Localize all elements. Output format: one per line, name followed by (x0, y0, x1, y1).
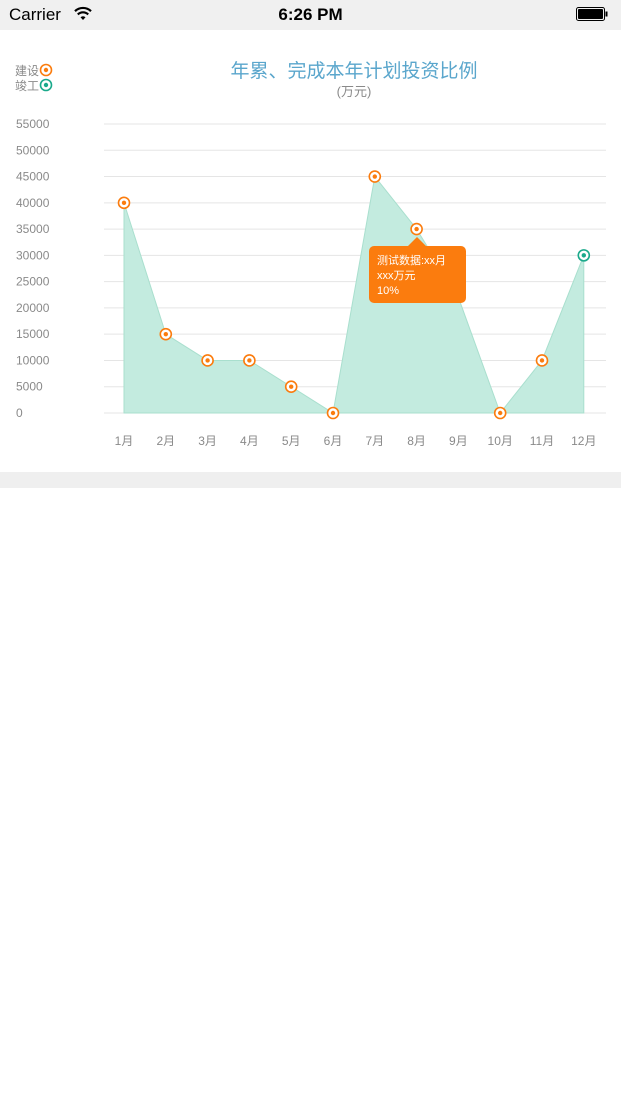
x-tick-label: 9月 (449, 434, 468, 448)
y-tick-label: 30000 (16, 248, 50, 262)
carrier-label: Carrier (9, 5, 61, 24)
data-point-marker (284, 380, 298, 394)
chart-title: 年累、完成本年计划投资比例 (230, 60, 477, 82)
x-tick-label: 2月 (156, 434, 175, 448)
marker-dot (289, 384, 294, 389)
marker-dot (121, 200, 127, 206)
marker-dot (498, 410, 503, 416)
tooltip-box (369, 246, 466, 303)
x-tick-label: 1月 (115, 434, 134, 448)
x-tick-label: 12月 (571, 434, 596, 448)
data-point-marker (410, 222, 423, 236)
tooltip-line-1: 测试数据:xx月 (377, 253, 446, 267)
status-time: 6:26 PM (278, 5, 343, 24)
wifi-icon (74, 6, 92, 20)
x-tick-label: 3月 (198, 434, 217, 448)
y-tick-label: 20000 (16, 301, 50, 315)
y-tick-label: 35000 (16, 222, 50, 236)
tooltip-line-3: 10% (377, 285, 399, 297)
data-point-marker (493, 406, 507, 420)
data-markers (117, 170, 591, 420)
x-tick-label: 4月 (240, 434, 259, 448)
legend-build-marker-icon (39, 63, 53, 77)
y-tick-label: 55000 (16, 117, 50, 131)
y-tick-label: 50000 (16, 143, 50, 157)
data-point-marker (535, 354, 549, 367)
marker-dot (205, 358, 210, 363)
legend-label-complete: 竣工 (15, 78, 39, 93)
section-separator (0, 472, 621, 488)
content-area (0, 488, 621, 1104)
data-point-marker (201, 354, 214, 367)
x-tick-label: 10月 (488, 434, 513, 448)
x-tick-label: 6月 (324, 434, 343, 448)
marker-dot (539, 358, 545, 363)
data-point-marker (577, 249, 591, 262)
marker-dot (372, 174, 377, 179)
data-point-marker (117, 196, 131, 210)
x-axis-ticks: 1月 2月 3月 4月 5月 6月 7月 8月 9月 10月 11月 12月 (115, 434, 597, 448)
y-tick-label: 15000 (16, 327, 50, 341)
data-point-marker (326, 406, 340, 420)
investment-area-chart: 年累、完成本年计划投资比例 (万元) 建设 竣工 0 5000 10000 15000… (15, 60, 606, 448)
data-point-marker (368, 170, 382, 183)
tooltip-line-2: xxx万元 (377, 270, 416, 282)
x-tick-label: 11月 (530, 434, 554, 448)
legend: 建设 竣工 (15, 63, 53, 93)
y-tick-label: 40000 (16, 196, 50, 210)
legend-label-build: 建设 (15, 64, 39, 78)
status-bar: Carrier 6:26 PM (0, 0, 621, 30)
chart-subtitle: (万元) (337, 84, 372, 99)
marker-dot (247, 358, 252, 363)
marker-dot (330, 410, 336, 416)
x-tick-label: 8月 (407, 434, 426, 448)
battery-icon (576, 7, 608, 21)
area-series (123, 175, 585, 415)
legend-complete-marker-icon (39, 78, 53, 92)
y-tick-label: 10000 (16, 353, 50, 367)
data-point-marker (243, 354, 256, 367)
x-tick-label: 7月 (365, 434, 384, 448)
data-point-marker (159, 327, 173, 341)
x-tick-label: 5月 (282, 434, 301, 448)
area-fill (123, 175, 585, 415)
chart-card: 年累、完成本年计划投资比例 (万元) 建设 竣工 0 5000 10000 15000… (0, 30, 621, 472)
y-tick-label: 5000 (16, 380, 43, 394)
y-axis-ticks: 0 5000 10000 15000 20000 25000 30000 35000 40000… (16, 117, 50, 420)
marker-dot (414, 226, 419, 232)
marker-dot (163, 331, 168, 337)
tooltip-pointer (408, 237, 426, 246)
y-tick-label: 0 (16, 406, 23, 420)
y-tick-label: 45000 (16, 170, 50, 184)
marker-dot (581, 253, 586, 258)
data-tooltip: 测试数据:xx月 xxx万元 10% (369, 237, 466, 303)
y-tick-label: 25000 (16, 275, 50, 289)
